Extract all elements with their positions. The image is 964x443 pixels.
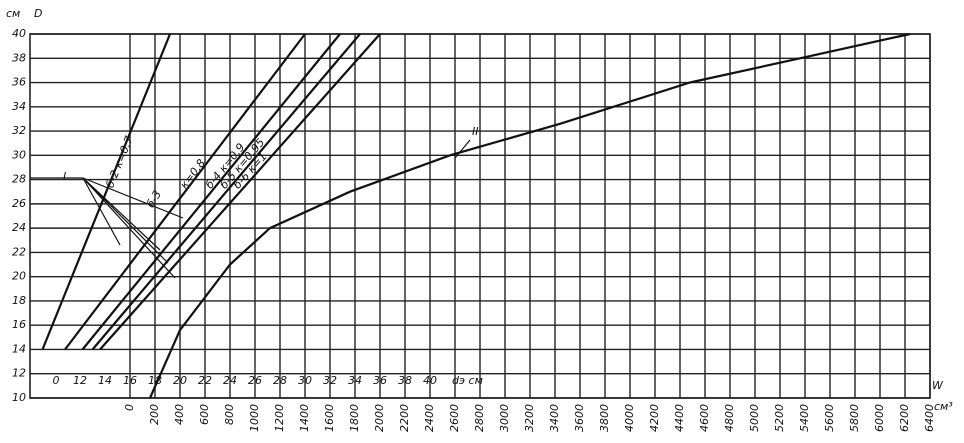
y-tick-label: 10 <box>12 391 26 404</box>
x2-tick-label: 5000 <box>748 404 761 432</box>
y-tick-label: 40 <box>12 27 26 40</box>
x2-tick-label: 3200 <box>523 404 536 432</box>
x2-unit: см³ <box>934 400 953 413</box>
x2-tick-label: 1000 <box>248 404 261 432</box>
series-label: II <box>472 125 479 138</box>
y-tick-label: 20 <box>12 270 26 283</box>
x2-tick-label: 4400 <box>673 404 686 432</box>
y-tick-label: 14 <box>12 342 26 355</box>
y-tick-label: 36 <box>12 76 26 89</box>
x-tick-label: 14 <box>98 374 112 387</box>
x2-tick-label: 0 <box>123 404 136 411</box>
line <box>41 33 172 350</box>
x-break-label: 0 <box>53 374 60 387</box>
x2-tick-label: 5800 <box>848 404 861 432</box>
x2-tick-label: 5200 <box>773 404 786 432</box>
x2-tick-label: 2000 <box>373 404 386 432</box>
x2-tick-label: 800 <box>223 404 236 425</box>
line <box>64 33 306 351</box>
y-tick-label: 18 <box>12 294 26 307</box>
x2-tick-label: 2600 <box>448 404 461 432</box>
y-tick-label: 30 <box>12 148 26 161</box>
y-tick-label: 16 <box>12 318 26 331</box>
x2-tick-label: 4000 <box>623 404 636 432</box>
x2-tick-label: 1400 <box>298 404 311 432</box>
line <box>148 32 911 399</box>
x-label: dэ см <box>452 374 483 387</box>
x2-tick-label: 2400 <box>423 404 436 432</box>
construction-line <box>82 177 169 264</box>
x2-tick-label: 2200 <box>398 404 411 432</box>
y-tick-label: 24 <box>12 221 26 234</box>
x2-tick-label: 1800 <box>348 404 361 432</box>
construction-line <box>82 177 121 246</box>
construction-lines <box>30 139 471 279</box>
x2-tick-label: 4800 <box>723 404 736 432</box>
x2-tick-label: 5600 <box>823 404 836 432</box>
x2-tick-label: 1200 <box>273 404 286 432</box>
x2-tick-label: 1600 <box>323 404 336 432</box>
construction-line <box>82 177 184 219</box>
x2-tick-label: 3000 <box>498 404 511 432</box>
x2-tick-label: 4200 <box>648 404 661 432</box>
x2-tick-label: 200 <box>148 404 161 425</box>
x2-tick-label: 3600 <box>573 404 586 432</box>
x2-label: W <box>932 379 944 392</box>
x2-tick-label: 6400 <box>923 404 936 432</box>
y-unit: см <box>6 7 20 20</box>
y-tick-label: 22 <box>12 245 26 258</box>
x2-tick-label: 3400 <box>548 404 561 432</box>
y-tick-label: 28 <box>12 173 26 186</box>
x2-tick-label: 6200 <box>898 404 911 432</box>
y-tick-label: 34 <box>12 100 26 113</box>
x-tick-label: 12 <box>73 374 87 387</box>
x2-tick-label: 400 <box>173 404 186 425</box>
x2-tick-label: 4600 <box>698 404 711 432</box>
y-tick-label: 12 <box>12 367 26 380</box>
x2-tick-label: 5400 <box>798 404 811 432</box>
x2-tick-label: 3800 <box>598 404 611 432</box>
line <box>99 33 381 351</box>
line <box>91 33 361 351</box>
point-label: I <box>63 170 66 183</box>
y-tick-label: 26 <box>12 197 26 210</box>
x2-tick-label: 2800 <box>473 404 486 432</box>
line <box>81 33 341 351</box>
y-label: D <box>34 7 42 20</box>
y-tick-label: 32 <box>12 124 26 137</box>
x2-tick-label: 6000 <box>873 404 886 432</box>
y-tick-label: 38 <box>12 51 26 64</box>
x2-tick-label: 600 <box>198 404 211 425</box>
